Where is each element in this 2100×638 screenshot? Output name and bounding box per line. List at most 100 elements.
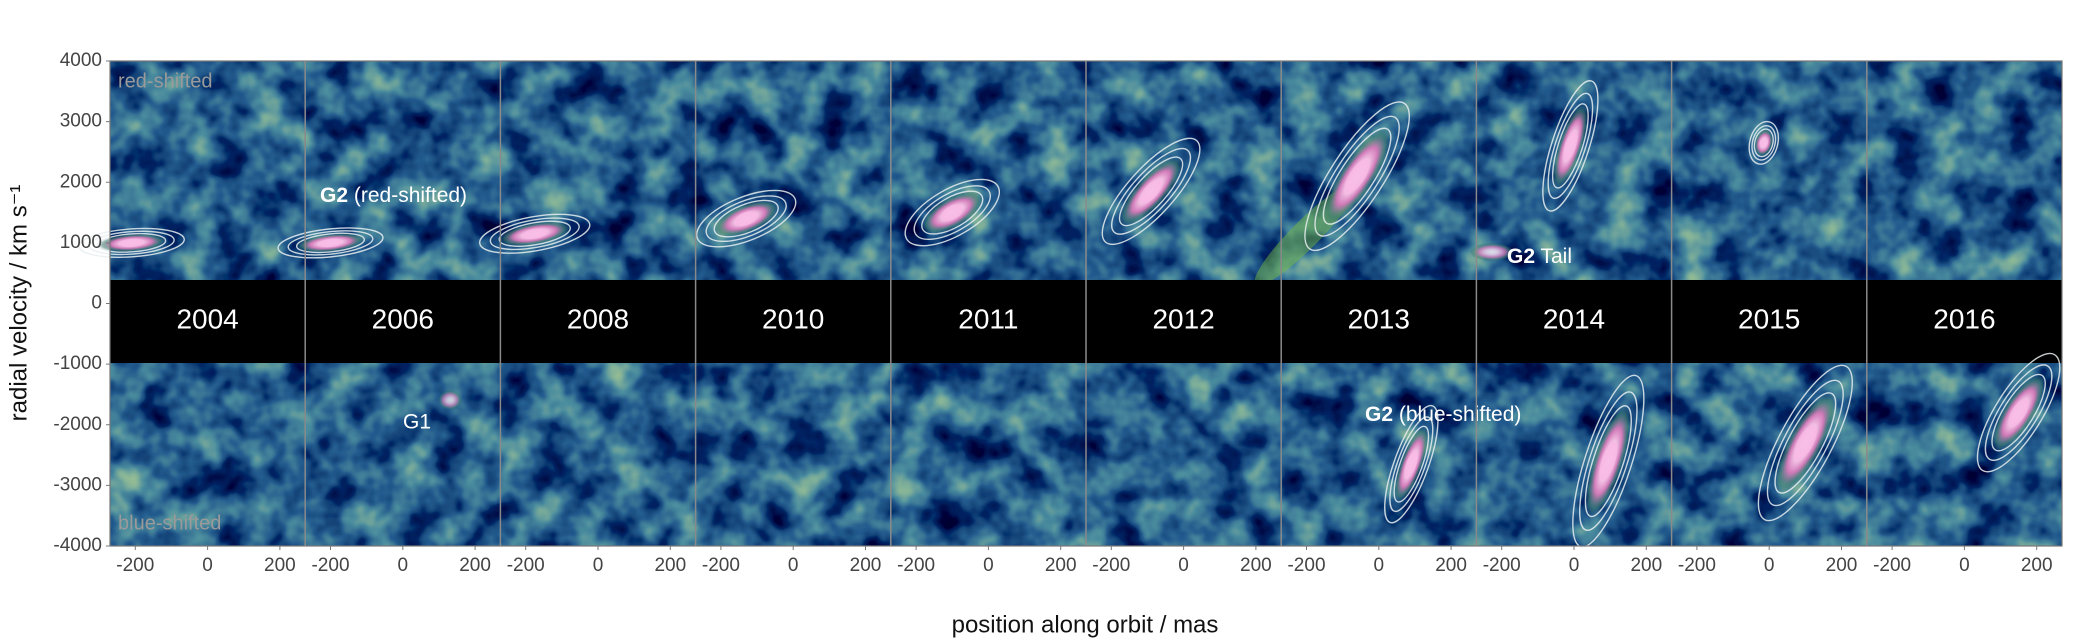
contour [1751,124,1777,161]
contour [1976,352,2061,473]
contour [97,232,167,253]
blob-core [1139,179,1163,204]
x-tick-label: -200 [1092,555,1130,576]
x-tick-label: 0 [1764,555,1775,576]
blob-core [734,211,758,226]
contour [1551,103,1589,189]
contour [1393,425,1430,503]
annotation: G2 (blue-shifted) [1365,403,1521,426]
blob-core [1599,441,1618,481]
year-label: 2012 [1152,303,1214,334]
contour [713,199,779,238]
x-tick-label: 200 [1630,555,1662,576]
year-label: 2015 [1738,303,1800,334]
contour [1542,80,1599,212]
contour [1389,416,1434,513]
y-tick-label: 3000 [60,111,102,132]
tail-blob [1470,243,1514,261]
contour [904,178,1001,247]
contour [295,232,366,254]
blob-core [1563,131,1578,161]
contour [78,227,185,258]
year-label: 2004 [176,303,238,334]
corner-label: red-shifted [118,70,213,92]
y-tick-label: -3000 [53,474,102,495]
contour [489,217,580,251]
x-tick-label: -200 [702,555,740,576]
x-tick-label: 0 [593,555,604,576]
corner-label: blue-shifted [118,512,221,534]
annotation: G1 [403,411,431,434]
x-tick-label: 200 [1045,555,1077,576]
x-tick-label: -200 [1287,555,1325,576]
contour [1572,374,1645,548]
year-label: 2010 [762,303,824,334]
contour [1118,156,1184,227]
blob-core [1404,450,1419,478]
x-tick-label: 200 [1826,555,1858,576]
blob-core [1344,159,1370,194]
year-label: 2013 [1348,303,1410,334]
x-tick-label: -200 [507,555,545,576]
year-label: 2006 [372,303,434,334]
x-tick-label: -200 [1678,555,1716,576]
contour [479,213,591,254]
marks [78,80,2061,548]
contour [1984,364,2053,462]
x-tick-label: -200 [311,555,349,576]
blob-core [2008,399,2029,427]
contour [1547,92,1594,200]
y-axis-label: radial velocity / km s⁻¹ [5,185,32,422]
blob-core [522,228,548,240]
contour [1322,127,1392,225]
contour [1304,101,1410,252]
g1-blob [438,390,462,410]
x-tick-label: 0 [398,555,409,576]
blob-core [119,238,144,247]
x-tick-label: 200 [2021,555,2053,576]
contour [1111,147,1192,235]
x-tick-label: 0 [983,555,994,576]
y-tick-label: 4000 [60,50,102,71]
x-tick-label: 200 [850,555,882,576]
contour [1584,405,1632,518]
x-tick-label: 200 [1435,555,1467,576]
contour [921,190,984,235]
contour [498,220,571,247]
year-label: 2014 [1543,303,1605,334]
y-tick-label: -1000 [53,353,102,374]
contour [1101,137,1201,246]
y-tick-label: 0 [91,293,102,314]
y-tick-label: -4000 [53,535,102,556]
contour [1384,404,1439,524]
contour [695,189,797,248]
x-tick-label: 0 [1374,555,1385,576]
contour [1774,392,1837,494]
contour [277,227,384,259]
x-tick-label: -200 [897,555,935,576]
x-tick-label: -200 [1873,555,1911,576]
contour [287,230,374,256]
x-tick-label: 0 [1959,555,1970,576]
y-tick-label: -2000 [53,414,102,435]
contour [88,230,175,256]
x-tick-label: 0 [1178,555,1189,576]
x-tick-label: 200 [654,555,686,576]
x-tick-label: -200 [116,555,154,576]
year-label: 2008 [567,303,629,334]
contour [1991,373,2046,452]
contour [1757,364,1853,522]
x-tick-label: 0 [202,555,213,576]
contour [913,185,991,241]
contour [1579,391,1638,532]
x-tick-label: 0 [1569,555,1580,576]
contour [1753,128,1774,158]
contour [1748,120,1780,165]
y-tick-label: 2000 [60,171,102,192]
blob-core [1759,137,1768,148]
annotation: G2 (red-shifted) [320,184,467,207]
x-tick-label: -200 [1483,555,1521,576]
contour [1766,379,1844,507]
